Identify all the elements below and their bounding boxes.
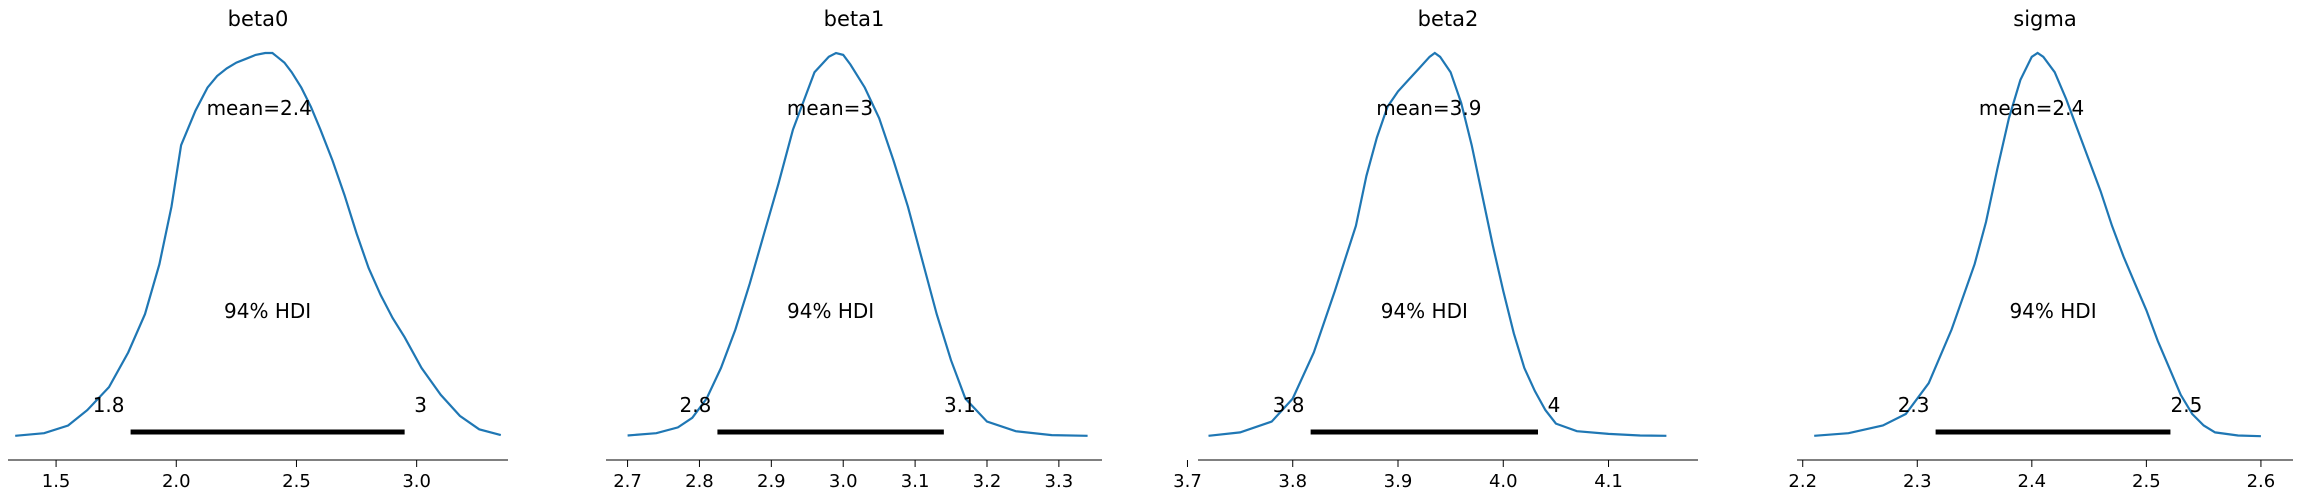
x-tick-label: 4.1 — [1594, 471, 1623, 492]
hdi-label: 94% HDI — [224, 299, 311, 323]
x-tick-label: 2.8 — [685, 471, 714, 492]
hdi-upper-label: 4 — [1548, 393, 1561, 417]
panel-title: beta1 — [824, 7, 885, 31]
x-tick-label: 2.2 — [1788, 471, 1817, 492]
x-tick-label: 4.0 — [1489, 471, 1518, 492]
hdi-label: 94% HDI — [2009, 299, 2096, 323]
x-tick-label: 2.5 — [282, 471, 311, 492]
hdi-upper-label: 2.5 — [2171, 393, 2203, 417]
mean-annotation: mean=2.4 — [1979, 96, 2084, 120]
mean-annotation: mean=3 — [787, 96, 873, 120]
kde-line-beta1 — [627, 51, 1088, 437]
x-tick-label: 3.0 — [829, 471, 858, 492]
hdi-lower-label: 2.3 — [1898, 393, 1930, 417]
x-tick-label: 3.1 — [901, 471, 930, 492]
hdi-upper-label: 3 — [414, 393, 427, 417]
kde-line-beta2 — [1208, 51, 1667, 437]
x-tick-label: 1.5 — [42, 471, 71, 492]
x-tick-label: 3.0 — [402, 471, 431, 492]
hdi-upper-label: 3.1 — [944, 393, 976, 417]
x-tick-label: 2.0 — [162, 471, 191, 492]
panel-beta0: 1.5 2.0 2.5 3.0 beta0 mean=2.4 94% HDI 1.8 3 — [8, 7, 508, 492]
panel-title: beta2 — [1418, 7, 1479, 31]
x-tick-label: 3.2 — [973, 471, 1002, 492]
hdi-label: 94% HDI — [787, 299, 874, 323]
x-tick-label: 2.5 — [2132, 471, 2161, 492]
panel-sigma: 2.2 2.3 2.4 2.5 2.6 sigma mean=2.4 94% HDI 2.3 2.… — [1788, 7, 2293, 492]
x-tick-label: 3.9 — [1384, 471, 1413, 492]
panel-beta1: 2.7 2.8 2.9 3.0 3.1 3.2 3.3 beta1 mean=3 94% HDI 2… — [606, 7, 1102, 492]
mean-annotation: mean=3.9 — [1376, 96, 1481, 120]
x-tick-label: 2.4 — [2018, 471, 2047, 492]
hdi-label: 94% HDI — [1381, 299, 1468, 323]
mean-annotation: mean=2.4 — [207, 96, 312, 120]
x-tick-label: 3.8 — [1278, 471, 1307, 492]
hdi-lower-label: 1.8 — [93, 393, 125, 417]
kde-line-sigma — [1814, 51, 2261, 438]
hdi-lower-label: 2.8 — [680, 393, 712, 417]
x-tick-label: 2.7 — [613, 471, 642, 492]
panel-title: sigma — [2013, 7, 2076, 31]
x-tick-label: 3.3 — [1045, 471, 1074, 492]
panel-title: beta0 — [228, 7, 289, 31]
x-tick-label: 3.7 — [1173, 471, 1202, 492]
x-tick-label: 2.3 — [1903, 471, 1932, 492]
hdi-lower-label: 3.8 — [1273, 393, 1305, 417]
x-tick-label: 2.9 — [757, 471, 786, 492]
kde-line-beta0 — [15, 51, 502, 437]
panel-beta2: 3.7 3.8 3.9 4.0 4.1 beta2 mean=3.9 94% HDI 3.8 4 — [1173, 7, 1698, 492]
x-tick-label: 2.6 — [2247, 471, 2276, 492]
